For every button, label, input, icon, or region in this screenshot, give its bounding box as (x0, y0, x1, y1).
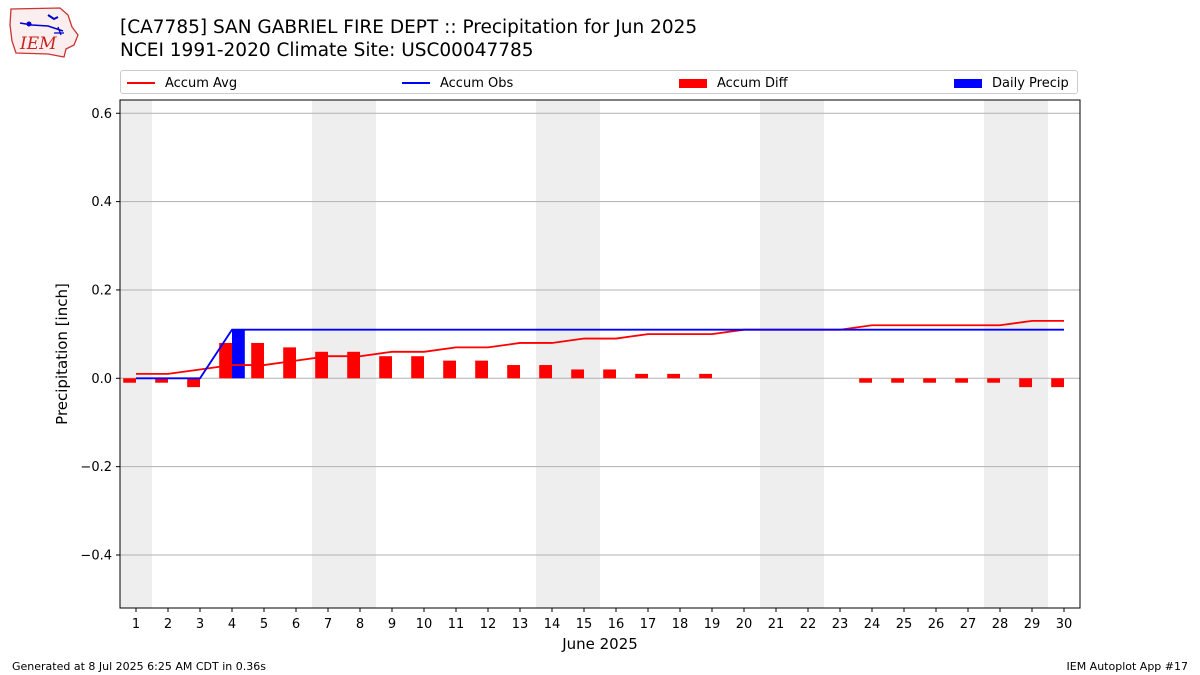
x-tick-label: 7 (324, 617, 332, 632)
x-tick-label: 29 (1024, 617, 1041, 632)
legend: Accum Avg Accum Obs Accum Diff Daily Pre… (120, 70, 1078, 94)
grid-lines (120, 112, 1080, 556)
accum-diff-bar (219, 342, 232, 379)
accum-diff-bar (379, 356, 392, 379)
legend-label: Accum Diff (717, 75, 788, 91)
x-tick-label: 8 (356, 617, 364, 632)
accum-diff-bar (539, 365, 552, 379)
accum-diff-bar (475, 360, 488, 379)
x-tick-label: 6 (292, 617, 300, 632)
accum-diff-bar (667, 373, 680, 379)
y-axis-ticks: −0.4 −0.2 0.0 0.2 0.4 0.6 (80, 107, 120, 563)
accum-diff-bars (123, 342, 1064, 388)
legend-swatch (127, 82, 155, 84)
x-tick-label: 16 (608, 617, 625, 632)
accum-lines (136, 319, 1064, 380)
accum-diff-bar (443, 360, 456, 379)
weekend-band (760, 100, 824, 608)
x-tick-label: 24 (864, 617, 881, 632)
accum-diff-bar (571, 369, 584, 379)
x-tick-label: 4 (228, 617, 236, 632)
legend-swatch (954, 78, 982, 88)
legend-item-daily-precip: Daily Precip (954, 74, 1069, 92)
x-tick-label: 11 (448, 617, 465, 632)
legend-item-accum-avg: Accum Avg (127, 74, 237, 92)
plot-frame (119, 99, 1081, 609)
chart-subtitle: NCEI 1991-2020 Climate Site: USC00047785 (120, 40, 534, 61)
x-tick-label: 28 (992, 617, 1009, 632)
accum-diff-bar (699, 373, 712, 379)
x-tick-label: 27 (960, 617, 977, 632)
accum-diff-bar (283, 347, 296, 379)
accum-diff-bar (187, 378, 200, 388)
x-tick-label: 1 (132, 617, 140, 632)
accum-diff-bar (859, 378, 872, 383)
chart-title: [CA7785] SAN GABRIEL FIRE DEPT :: Precip… (120, 17, 698, 38)
x-tick-label: 22 (800, 617, 817, 632)
legend-label: Accum Obs (440, 75, 514, 91)
x-tick-label: 17 (640, 617, 657, 632)
accum-diff-bar (603, 369, 616, 379)
x-tick-label: 23 (832, 617, 849, 632)
weekend-shading (120, 100, 1048, 608)
daily-precip-bar (232, 329, 245, 379)
footer-generated: Generated at 8 Jul 2025 6:25 AM CDT in 0… (12, 660, 266, 673)
legend-item-accum-diff: Accum Diff (679, 74, 788, 92)
x-tick-label: 26 (928, 617, 945, 632)
accum-diff-bar (411, 356, 424, 379)
accum-diff-bar (155, 378, 168, 383)
y-tick-label: 0.0 (91, 372, 112, 387)
y-tick-label: 0.4 (91, 195, 112, 210)
accum-diff-bar (1019, 378, 1032, 388)
x-tick-label: 13 (512, 617, 529, 632)
legend-label: Accum Avg (165, 75, 238, 91)
x-tick-label: 14 (544, 617, 561, 632)
accum-diff-bar (635, 373, 648, 379)
x-tick-label: 3 (196, 617, 204, 632)
x-axis-ticks: 1 2 3 4 5 6 7 8 9 10 11 12 13 14 15 16 17 18 19 20 21 22 23 24 2… (132, 608, 1072, 632)
accum-diff-bar (251, 342, 264, 379)
legend-item-accum-obs: Accum Obs (402, 74, 513, 92)
y-axis-label: Precipitation [inch] (53, 283, 71, 425)
weekend-band (536, 100, 600, 608)
accum-obs-line (136, 328, 1064, 380)
y-tick-label: 0.6 (91, 107, 112, 122)
accum-diff-bar (1051, 378, 1064, 388)
iem-logo: IEM (9, 7, 79, 58)
footer-app: IEM Autoplot App #17 (1066, 660, 1189, 673)
accum-diff-bar (923, 378, 936, 383)
y-tick-label: −0.2 (80, 460, 112, 475)
accum-diff-bar (347, 351, 360, 379)
accum-diff-bar (507, 365, 520, 379)
x-tick-label: 12 (480, 617, 497, 632)
y-tick-label: −0.4 (80, 548, 112, 563)
legend-swatch (402, 82, 430, 84)
accum-avg-line (136, 319, 1064, 375)
x-tick-label: 15 (576, 617, 593, 632)
x-tick-label: 30 (1056, 617, 1073, 632)
weekend-band (984, 100, 1048, 608)
accum-diff-bar (891, 378, 904, 383)
x-tick-label: 18 (672, 617, 689, 632)
x-tick-label: 25 (896, 617, 913, 632)
logo-text: IEM (19, 34, 57, 54)
x-tick-label: 2 (164, 617, 172, 632)
x-tick-label: 19 (704, 617, 721, 632)
x-tick-label: 5 (260, 617, 268, 632)
x-tick-label: 10 (416, 617, 433, 632)
x-tick-label: 20 (736, 617, 753, 632)
daily-precip-bars (232, 329, 245, 379)
y-tick-label: 0.2 (91, 283, 112, 298)
weekend-band (120, 100, 152, 608)
legend-label: Daily Precip (992, 75, 1069, 91)
accum-diff-bar (955, 378, 968, 383)
x-axis-label: June 2025 (561, 635, 638, 653)
accum-diff-bar (123, 378, 136, 383)
legend-swatch (679, 78, 707, 88)
accum-diff-bar (987, 378, 1000, 383)
x-tick-label: 9 (388, 617, 396, 632)
x-tick-label: 21 (768, 617, 785, 632)
